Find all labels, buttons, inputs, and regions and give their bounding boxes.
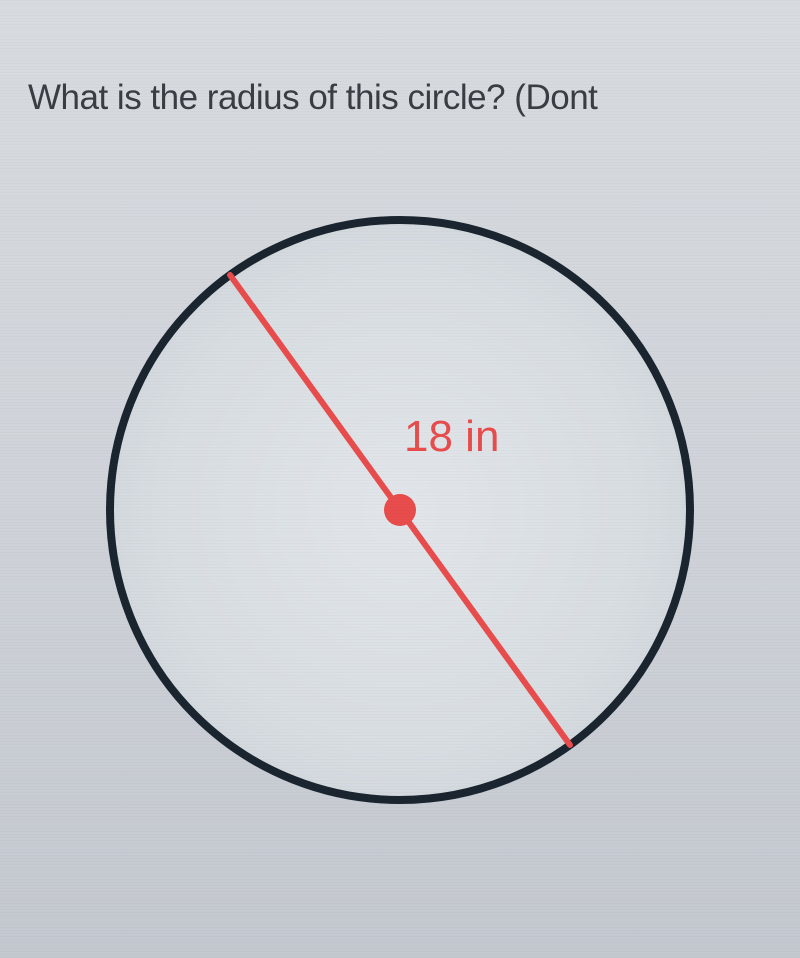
- circle-svg: [100, 190, 700, 830]
- center-dot: [384, 494, 416, 526]
- question-text: What is the radius of this circle? (Dont: [28, 78, 597, 118]
- circle-diagram: [100, 190, 700, 830]
- diameter-label: 18 in: [404, 412, 499, 462]
